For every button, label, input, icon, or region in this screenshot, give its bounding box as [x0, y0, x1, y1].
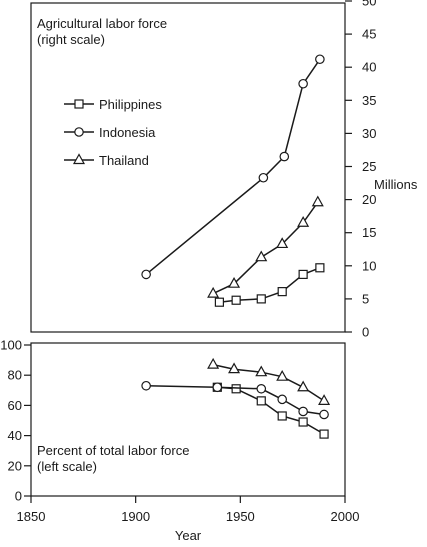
bottom-thailand-point	[207, 357, 220, 369]
bottom-panel-subtitle: (left scale)	[37, 459, 97, 474]
top-panel-title: Agricultural labor force	[37, 16, 167, 31]
bottom-indonesia-point	[212, 382, 223, 393]
bottom-philippines-point	[256, 396, 266, 406]
legend-item-philippines: Philippines	[64, 97, 162, 112]
right-y-tick-label: 45	[362, 27, 376, 42]
x-axis: 1850 1900 1950 2000	[17, 496, 360, 524]
legend-marker	[74, 99, 84, 109]
x-tick-label: 1950	[226, 509, 255, 524]
bottom-series-layer	[141, 357, 331, 439]
right-y-tick-label: 30	[362, 126, 376, 141]
top-indonesia-line	[145, 58, 321, 275]
top-thailand-point	[311, 195, 324, 207]
bottom-indonesia-series	[141, 380, 329, 420]
bottom-thailand-point	[228, 362, 241, 374]
right-axis-label: Millions	[374, 177, 418, 192]
right-y-tick-label: 10	[362, 258, 376, 273]
top-philippines-point	[231, 295, 241, 305]
right-y-tick-label: 0	[362, 325, 369, 340]
bottom-thailand-line	[212, 363, 325, 402]
top-thailand-point	[255, 250, 268, 262]
top-philippines-point	[315, 263, 325, 273]
x-tick-label: 1850	[17, 509, 46, 524]
right-y-tick-label: 50	[362, 0, 376, 9]
bottom-thailand-series	[207, 357, 331, 405]
top-panel: Agricultural labor force (right scale) M…	[30, 0, 418, 340]
top-indonesia-point	[315, 54, 325, 65]
left-y-tick-label: 20	[8, 458, 22, 473]
bottom-thailand-point	[255, 365, 268, 377]
top-thailand-point	[297, 216, 310, 227]
right-y-tick-label: 35	[362, 93, 376, 108]
left-y-tick-label: 100	[0, 338, 22, 353]
bottom-thailand-point	[318, 394, 331, 405]
right-y-tick-label: 15	[362, 225, 376, 240]
legend-label: Indonesia	[99, 125, 156, 140]
right-y-tick-label: 40	[362, 60, 376, 75]
bottom-indonesia-point	[319, 409, 329, 420]
bottom-indonesia-point	[298, 406, 308, 417]
legend: Philippines Indonesia Thailand	[64, 97, 162, 168]
top-philippines-series	[214, 263, 325, 307]
left-y-tick-label: 60	[8, 398, 22, 413]
legend-item-thailand: Thailand	[64, 153, 149, 168]
bottom-panel-title: Percent of total labor force	[37, 443, 189, 458]
top-philippines-point	[277, 287, 287, 297]
right-y-tick-label: 20	[362, 192, 376, 207]
right-y-axis: 0 5 10 15 20 25 30 35 40 45 50	[345, 0, 376, 340]
bottom-indonesia-point	[141, 380, 151, 391]
legend-item-indonesia: Indonesia	[64, 125, 156, 140]
top-philippines-point	[256, 294, 266, 304]
x-tick-label: 1900	[121, 509, 150, 524]
bottom-thailand-point	[297, 380, 310, 392]
top-indonesia-point	[298, 78, 308, 89]
top-indonesia-series	[141, 54, 325, 280]
top-thailand-line	[212, 201, 319, 295]
top-philippines-point	[298, 269, 308, 280]
bottom-panel: Percent of total labor force (left scale…	[0, 338, 359, 544]
left-y-tick-label: 0	[15, 489, 22, 504]
right-y-tick-label: 25	[362, 159, 376, 174]
bottom-indonesia-point	[277, 394, 287, 405]
top-series-layer	[141, 54, 325, 307]
top-panel-subtitle: (right scale)	[37, 32, 105, 47]
bottom-philippines-point	[231, 384, 241, 394]
legend-label: Philippines	[99, 97, 162, 112]
right-y-tick-label: 5	[362, 291, 369, 306]
bottom-philippines-point	[319, 429, 329, 439]
bottom-philippines-point	[277, 411, 287, 421]
legend-label: Thailand	[99, 153, 149, 168]
top-thailand-point	[207, 286, 220, 298]
top-thailand-point	[276, 237, 289, 249]
left-y-axis: 0 20 40 60 80 100	[0, 338, 31, 504]
top-indonesia-point	[258, 172, 269, 183]
top-thailand-series	[207, 195, 324, 298]
top-indonesia-point	[141, 269, 151, 280]
legend-marker	[74, 127, 84, 137]
left-y-tick-label: 40	[8, 428, 22, 443]
top-philippines-point	[214, 297, 224, 307]
top-indonesia-point	[279, 151, 290, 162]
x-axis-label: Year	[175, 528, 202, 543]
left-y-tick-label: 80	[8, 368, 22, 383]
bottom-indonesia-point	[256, 383, 267, 394]
bottom-panel-frame	[30, 342, 346, 497]
top-panel-frame	[30, 2, 346, 333]
bottom-philippines-point	[298, 417, 308, 427]
top-thailand-point	[228, 276, 241, 288]
x-tick-label: 2000	[331, 509, 360, 524]
legend-marker	[72, 153, 86, 165]
bottom-thailand-point	[276, 369, 289, 381]
